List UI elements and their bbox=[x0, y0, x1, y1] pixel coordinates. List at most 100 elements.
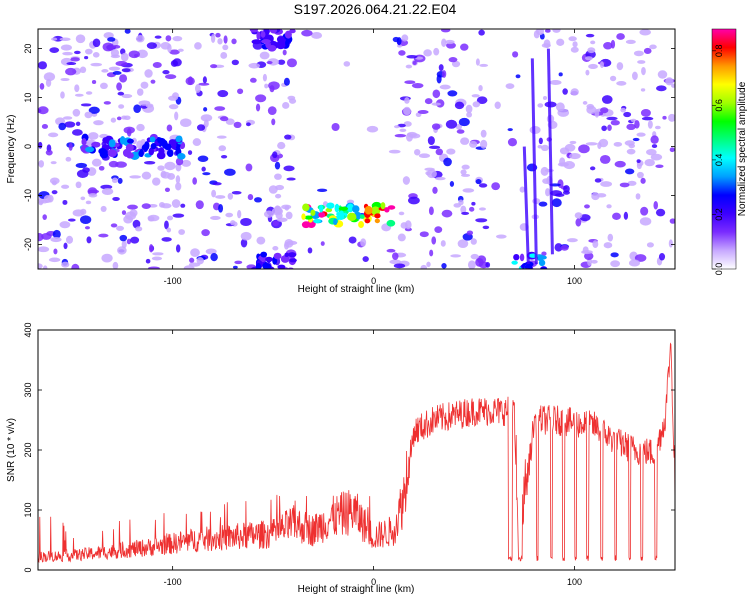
heatmap-cell bbox=[144, 69, 153, 78]
snr-ytick-label: 200 bbox=[23, 442, 33, 457]
heatmap-cell bbox=[38, 232, 44, 242]
heatmap-feature-cell bbox=[177, 152, 186, 160]
heatmap-cell bbox=[434, 176, 446, 181]
heatmap-cell bbox=[636, 171, 644, 179]
heatmap-cell bbox=[271, 118, 276, 126]
heatmap-cell bbox=[634, 120, 640, 129]
heatmap-cell bbox=[582, 246, 589, 254]
heatmap-streak bbox=[522, 146, 530, 265]
heatmap-cell bbox=[646, 242, 654, 248]
heatmap-cell bbox=[127, 204, 138, 210]
heatmap-cell bbox=[669, 147, 675, 153]
heatmap-cell bbox=[613, 141, 623, 147]
heatmap-cell bbox=[39, 82, 45, 90]
heatmap-cell bbox=[38, 160, 45, 168]
heatmap-cell bbox=[317, 188, 328, 193]
heatmap-cell bbox=[103, 32, 114, 39]
heatmap-cell bbox=[187, 150, 193, 155]
heatmap-cell bbox=[61, 261, 70, 268]
heatmap-cell bbox=[136, 49, 148, 59]
heatmap-feature-cell bbox=[319, 204, 324, 213]
heatmap-cell bbox=[220, 51, 228, 59]
heatmap-cell bbox=[634, 254, 647, 262]
heatmap-feature-cell bbox=[339, 210, 345, 220]
heatmap-cell bbox=[245, 163, 253, 172]
heatmap-cell bbox=[101, 188, 114, 196]
heatmap-cell bbox=[166, 124, 173, 132]
heatmap-cell bbox=[180, 203, 186, 208]
heatmap-cell bbox=[461, 164, 470, 170]
heatmap-cell bbox=[43, 265, 48, 269]
heatmap-cell bbox=[541, 251, 547, 256]
heatmap-cell bbox=[398, 211, 405, 216]
heatmap-cell bbox=[178, 229, 186, 235]
heatmap-cell bbox=[461, 211, 470, 215]
snr-series-line bbox=[38, 342, 675, 563]
heatmap-cell bbox=[396, 44, 403, 48]
heatmap-cell bbox=[218, 145, 227, 152]
heatmap-feature-cell bbox=[150, 143, 157, 150]
heatmap-cell bbox=[248, 62, 261, 69]
heatmap-feature-cell bbox=[304, 215, 313, 220]
heatmap-cell bbox=[438, 64, 444, 72]
heatmap-cell bbox=[119, 234, 128, 242]
heatmap-cell bbox=[74, 84, 80, 93]
heatmap-cell bbox=[92, 52, 100, 58]
heatmap-cell bbox=[285, 211, 293, 220]
heatmap-cell bbox=[85, 91, 93, 95]
snr-xlabel: Height of straight line (km) bbox=[298, 584, 415, 595]
heatmap-cell bbox=[63, 116, 73, 120]
heatmap-cell bbox=[146, 42, 157, 49]
heatmap-cell bbox=[80, 215, 92, 225]
heatmap-cell bbox=[130, 236, 140, 244]
heatmap-cell bbox=[172, 36, 183, 42]
heatmap-cell bbox=[275, 193, 282, 199]
heatmap-cell bbox=[112, 196, 120, 201]
heatmap-cell bbox=[286, 177, 296, 181]
heatmap-cell bbox=[449, 180, 455, 187]
heatmap-cell bbox=[202, 76, 207, 84]
heatmap-cell bbox=[601, 95, 613, 104]
heatmap-cell bbox=[112, 261, 119, 269]
heatmap-cell bbox=[76, 169, 89, 179]
heatmap-cell bbox=[418, 153, 431, 159]
heatmap-cell bbox=[475, 58, 480, 66]
heatmap-cell bbox=[65, 235, 74, 244]
heatmap-cell bbox=[626, 148, 636, 155]
heatmap-feature-cell bbox=[144, 141, 150, 150]
heatmap-feature-cell bbox=[249, 29, 259, 33]
heatmap-cell bbox=[656, 85, 667, 92]
heatmap-cell bbox=[157, 165, 165, 171]
heatmap-cell bbox=[38, 141, 43, 149]
heatmap-cell bbox=[196, 257, 204, 265]
spectrogram-xlabel: Height of straight line (km) bbox=[298, 284, 415, 295]
heatmap-cell bbox=[237, 210, 242, 219]
heatmap-cell bbox=[117, 177, 123, 184]
heatmap-cell bbox=[637, 60, 646, 64]
heatmap-cell bbox=[592, 240, 599, 248]
heatmap-cell bbox=[419, 231, 429, 238]
heatmap-feature-cell bbox=[537, 270, 544, 278]
heatmap-cell bbox=[623, 111, 632, 118]
heatmap-cell bbox=[460, 137, 470, 145]
heatmap-cell bbox=[671, 83, 675, 88]
heatmap-cell bbox=[168, 104, 179, 110]
heatmap-cell bbox=[636, 159, 641, 164]
heatmap-cell bbox=[49, 177, 60, 185]
heatmap-cell bbox=[108, 66, 121, 71]
heatmap-cell bbox=[92, 38, 101, 48]
heatmap-feature-cell bbox=[148, 147, 155, 156]
heatmap-feature-cell bbox=[108, 139, 116, 148]
heatmap-cell bbox=[141, 203, 151, 209]
heatmap-cell bbox=[644, 158, 655, 167]
heatmap-cell bbox=[397, 233, 406, 242]
heatmap-cell bbox=[140, 81, 149, 89]
heatmap-cell bbox=[48, 257, 61, 263]
heatmap-cell bbox=[654, 125, 661, 130]
heatmap-feature-cell bbox=[338, 206, 349, 211]
heatmap-cell bbox=[311, 31, 323, 39]
heatmap-cell bbox=[460, 205, 467, 214]
heatmap-cell bbox=[570, 46, 579, 53]
heatmap-cell bbox=[203, 107, 208, 112]
